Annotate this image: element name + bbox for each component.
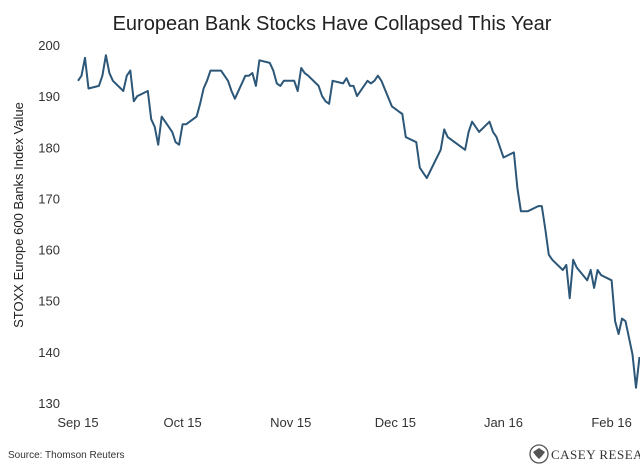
- y-tick-label: 170: [38, 191, 60, 206]
- y-tick-label: 180: [38, 140, 60, 155]
- y-tick-label: 150: [38, 294, 60, 309]
- y-axis-ticks: 130 140 150 160 170 180 190 200: [38, 38, 60, 411]
- x-axis-ticks: Sep 15 Oct 15 Nov 15 Dec 15 Jan 16 Feb 16: [57, 415, 631, 430]
- brand-logo-text: CASEY RESEARCH: [551, 447, 640, 462]
- x-tick-label: Dec 15: [375, 415, 416, 430]
- x-tick-label: Sep 15: [57, 415, 98, 430]
- y-axis-label: STOXX Europe 600 Banks Index Value: [11, 102, 26, 328]
- y-tick-label: 130: [38, 396, 60, 411]
- y-tick-label: 160: [38, 243, 60, 258]
- x-tick-label: Jan 16: [484, 415, 523, 430]
- chart-title: European Bank Stocks Have Collapsed This…: [113, 13, 552, 35]
- series-line: [77, 54, 640, 389]
- x-tick-label: Oct 15: [163, 415, 201, 430]
- y-tick-label: 140: [38, 345, 60, 360]
- y-tick-label: 200: [38, 38, 60, 53]
- x-tick-label: Feb 16: [591, 415, 631, 430]
- y-tick-label: 190: [38, 89, 60, 104]
- casey-eagle-seal-icon: [529, 444, 549, 464]
- x-tick-label: Nov 15: [270, 415, 311, 430]
- source-note: Source: Thomson Reuters: [8, 450, 125, 461]
